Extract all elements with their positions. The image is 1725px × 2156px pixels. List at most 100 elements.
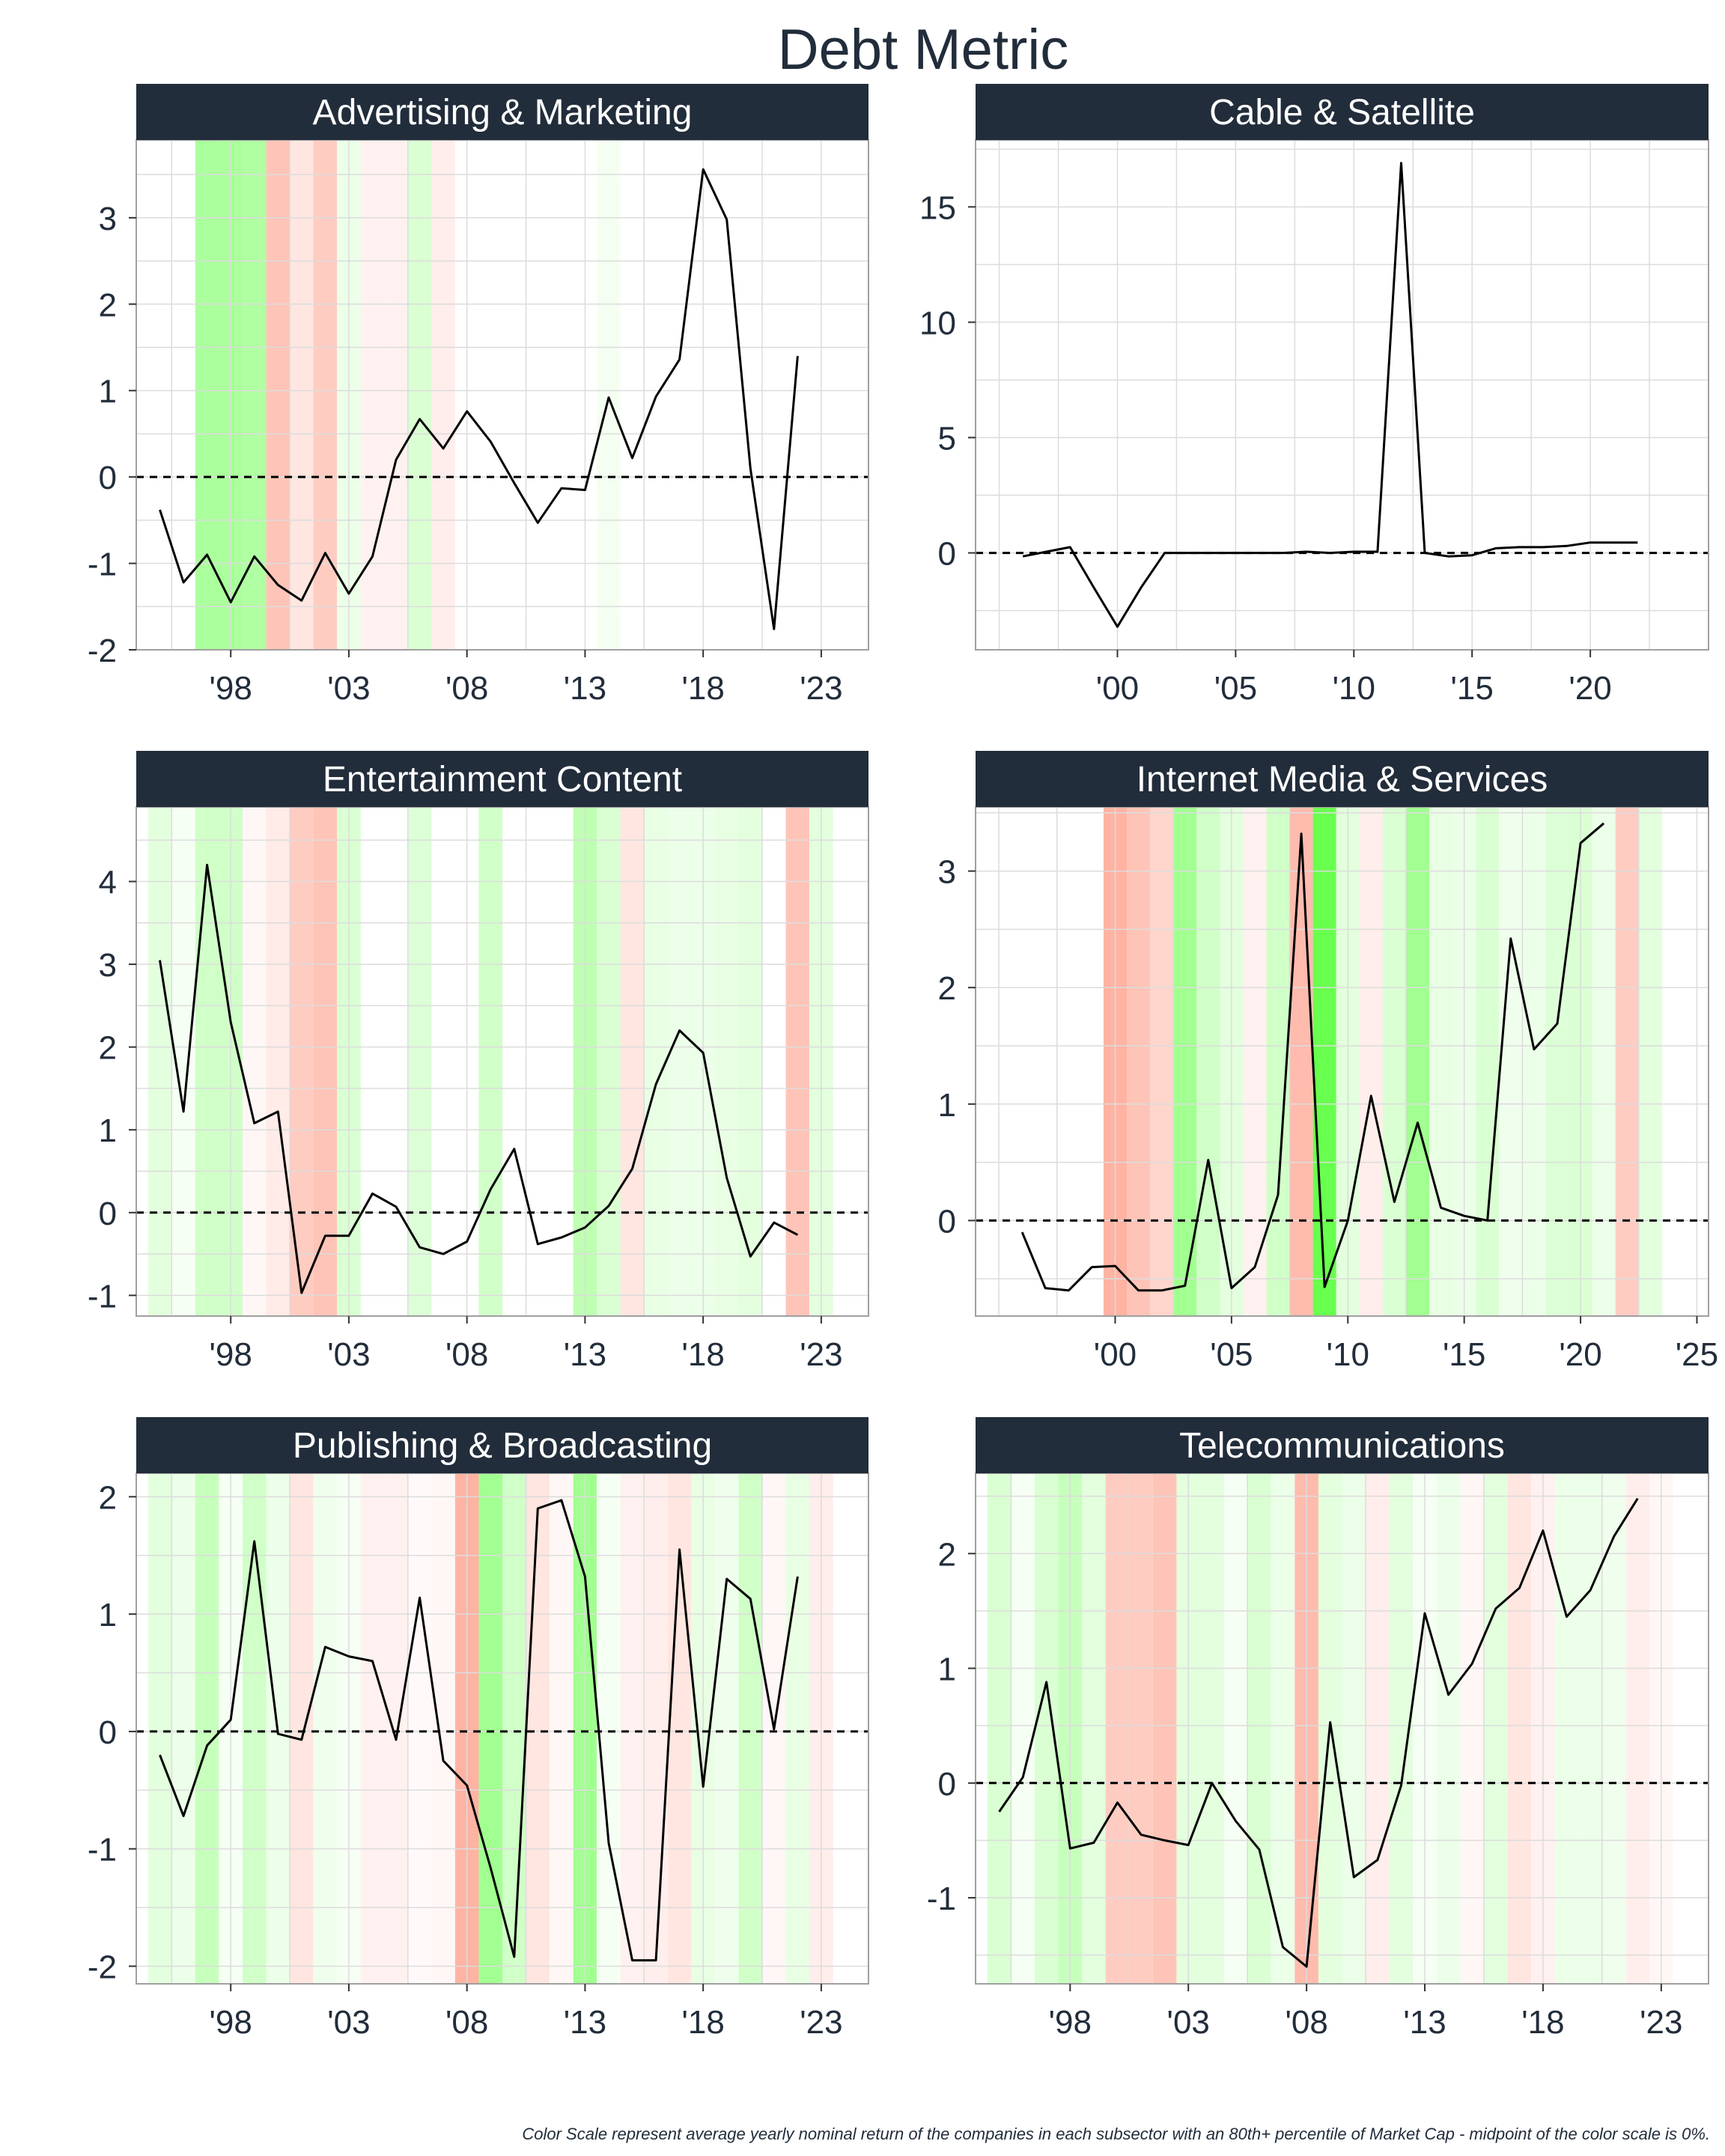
shade-band-2001 bbox=[1127, 807, 1151, 1316]
shade-band-2002 bbox=[313, 807, 338, 1316]
facet-strip bbox=[136, 751, 868, 807]
shade-band-2019 bbox=[1554, 1473, 1579, 1984]
shade-band-2001 bbox=[290, 807, 314, 1316]
y-tick-label: 4 bbox=[99, 865, 117, 901]
shade-band-2017 bbox=[667, 807, 692, 1316]
shade-band-2022 bbox=[785, 1473, 810, 1984]
shade-band-1996 bbox=[1011, 1473, 1035, 1984]
shade-band-2005 bbox=[1223, 1473, 1248, 1984]
x-tick-label: '08 bbox=[445, 2004, 488, 2041]
y-tick-label: -2 bbox=[88, 633, 117, 669]
y-tick-label: 0 bbox=[99, 460, 117, 496]
shade-band-2014 bbox=[1436, 1473, 1461, 1984]
series-line-publishing-and-broadcasting bbox=[159, 1499, 799, 1962]
y-tick-label: 3 bbox=[938, 854, 956, 891]
panels: Advertising & Marketing -2 -1 0 1 2 3 '98 '03 '08… bbox=[88, 84, 1718, 2041]
x-tick-label: '13 bbox=[564, 2004, 606, 2041]
shade-band-2001 bbox=[290, 140, 314, 650]
shade-band-2005 bbox=[384, 140, 408, 650]
y-tick-label: 3 bbox=[99, 201, 117, 237]
series-line-advertising-and-marketing bbox=[159, 168, 799, 630]
x-tick-label: '15 bbox=[1451, 670, 1494, 707]
y-tick-label: 1 bbox=[938, 1651, 956, 1688]
chart-title: Debt Metric bbox=[778, 18, 1069, 82]
shade-band-2020 bbox=[738, 807, 763, 1316]
panel-telecommunications: Telecommunications -1 0 1 2 '98 '03 '08 '13 '18 '2… bbox=[927, 1417, 1709, 2041]
x-tick-label: '23 bbox=[800, 1336, 842, 1373]
shade-band-2007 bbox=[431, 140, 455, 650]
shade-band-2007 bbox=[1271, 1473, 1295, 1984]
y-tick-label: 0 bbox=[938, 1766, 956, 1803]
shade-band-2009 bbox=[1312, 807, 1336, 1316]
y-tick-label: -1 bbox=[88, 1832, 117, 1869]
x-tick-label: '98 bbox=[210, 670, 252, 707]
facet-strip bbox=[976, 751, 1709, 807]
y-tick-label: 15 bbox=[919, 189, 956, 226]
panel-background bbox=[976, 140, 1709, 650]
shade-band-2013 bbox=[1405, 807, 1430, 1316]
y-tick-label: 2 bbox=[938, 1536, 956, 1573]
shade-band-2022 bbox=[1625, 1473, 1650, 1984]
shade-band-1995 bbox=[147, 807, 172, 1316]
y-tick-label: 2 bbox=[99, 287, 117, 323]
facet-strip bbox=[136, 1417, 868, 1473]
y-tick-label: -1 bbox=[927, 1881, 956, 1917]
shade-band-2014 bbox=[597, 1473, 621, 1984]
x-tick-label: '25 bbox=[1676, 1336, 1718, 1373]
facet-title: Telecommunications bbox=[1179, 1426, 1505, 1466]
x-tick-label: '23 bbox=[1640, 2004, 1682, 2041]
shade-band-2022 bbox=[785, 807, 810, 1316]
x-tick-label: '05 bbox=[1210, 1336, 1253, 1373]
shade-band-2015 bbox=[620, 807, 645, 1316]
x-tick-label: '05 bbox=[1214, 670, 1257, 707]
shade-band-2018 bbox=[1522, 807, 1546, 1316]
x-tick-label: '18 bbox=[681, 2004, 724, 2041]
shade-band-2012 bbox=[550, 1473, 574, 1984]
series-line-entertainment-content bbox=[159, 863, 799, 1294]
facet-strip bbox=[136, 84, 868, 140]
y-tick-label: 1 bbox=[99, 1597, 117, 1633]
shade-band-1999 bbox=[1082, 1473, 1106, 1984]
x-tick-label: '18 bbox=[681, 670, 724, 707]
x-tick-label: '13 bbox=[564, 1336, 606, 1373]
shade-band-2011 bbox=[526, 1473, 550, 1984]
shade-band-2011 bbox=[1366, 1473, 1390, 1984]
shade-band-1999 bbox=[242, 807, 267, 1316]
y-tick-label: 5 bbox=[938, 421, 956, 457]
shade-band-2006 bbox=[1247, 1473, 1271, 1984]
x-tick-label: '15 bbox=[1443, 1336, 1485, 1373]
shade-band-2002 bbox=[1150, 807, 1174, 1316]
shade-band-2004 bbox=[1200, 1473, 1224, 1984]
shade-band-2000 bbox=[266, 140, 290, 650]
x-tick-label: '18 bbox=[1521, 2004, 1564, 2041]
shade-band-1999 bbox=[242, 1473, 267, 1984]
shade-band-2000 bbox=[1105, 1473, 1130, 1984]
shade-band-2014 bbox=[597, 140, 621, 650]
facet-title: Cable & Satellite bbox=[1209, 93, 1475, 133]
shade-band-2016 bbox=[644, 807, 668, 1316]
y-tick-label: -1 bbox=[88, 1278, 117, 1315]
shade-band-2016 bbox=[644, 1473, 668, 1984]
x-tick-label: '20 bbox=[1569, 670, 1611, 707]
y-tick-label: 2 bbox=[938, 970, 956, 1007]
shade-band-2021 bbox=[1601, 1473, 1626, 1984]
shade-band-2001 bbox=[1129, 1473, 1153, 1984]
y-tick-label: 0 bbox=[938, 1203, 956, 1240]
shade-band-2004 bbox=[1196, 807, 1220, 1316]
shade-band-2007 bbox=[431, 1473, 455, 1984]
shade-band-2002 bbox=[313, 1473, 338, 1984]
shade-band-2006 bbox=[1243, 807, 1267, 1316]
y-tick-label: 0 bbox=[99, 1196, 117, 1232]
shade-band-2010 bbox=[1342, 1473, 1366, 1984]
x-tick-label: '20 bbox=[1559, 1336, 1601, 1373]
x-tick-label: '10 bbox=[1333, 670, 1375, 707]
panel-cable-and-satellite: Cable & Satellite 0 5 10 15 '00 '05 '10 '15 '20 bbox=[919, 84, 1709, 707]
facet-title: Advertising & Marketing bbox=[313, 93, 693, 133]
x-tick-label: '18 bbox=[681, 1336, 724, 1373]
y-tick-label: 0 bbox=[938, 536, 956, 573]
x-tick-label: '08 bbox=[445, 1336, 488, 1373]
x-tick-label: '03 bbox=[327, 2004, 370, 2041]
y-tick-label: 0 bbox=[99, 1714, 117, 1751]
facet-title: Entertainment Content bbox=[323, 760, 682, 800]
